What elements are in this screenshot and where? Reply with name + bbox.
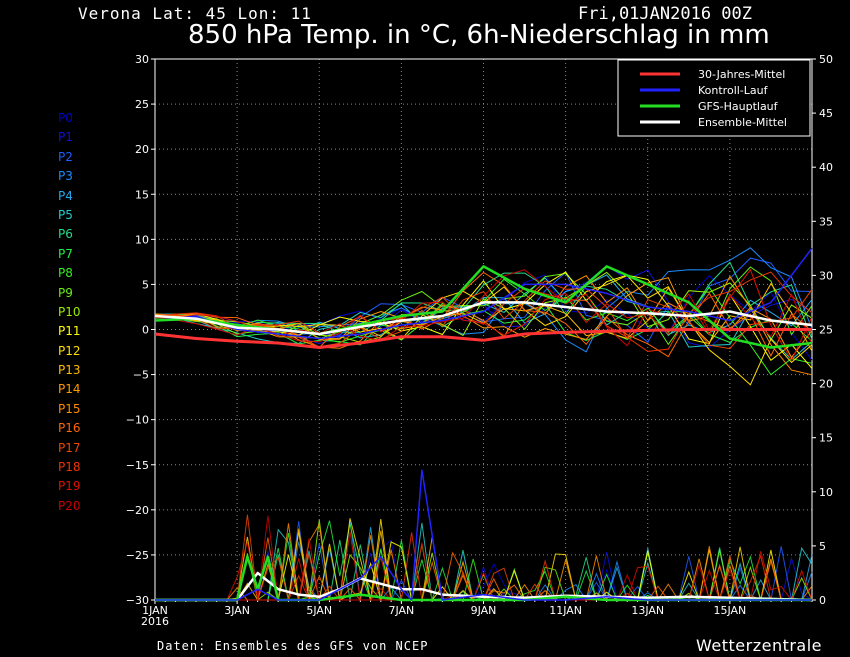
- y-left-tick-label: −20: [126, 504, 149, 517]
- member-label-p3: P3: [58, 169, 73, 184]
- y-right-tick-label: 5: [819, 540, 826, 553]
- y-left-tick-label: 15: [135, 188, 149, 201]
- y-left-tick-label: −25: [126, 549, 149, 562]
- member-label-p16: P16: [58, 421, 81, 436]
- y-left-tick-label: 10: [135, 233, 149, 246]
- member-label-p20: P20: [58, 498, 81, 513]
- member-label-p10: P10: [58, 304, 81, 319]
- x-tick-label: 1JAN: [142, 604, 168, 617]
- member-label-p12: P12: [58, 343, 81, 358]
- y-left-tick-label: −30: [126, 594, 149, 607]
- y-right-tick-label: 45: [819, 107, 833, 120]
- y-left-tick-label: 20: [135, 143, 149, 156]
- precip-series-kontroll-lauf: [155, 469, 812, 601]
- legend-entry-label: Kontroll-Lauf: [698, 84, 769, 97]
- x-tick-label: 11JAN: [549, 604, 582, 617]
- member-label-p13: P13: [58, 363, 81, 378]
- x-tick-label: 7JAN: [388, 604, 414, 617]
- member-label-p15: P15: [58, 401, 81, 416]
- member-precip-line: [155, 521, 812, 601]
- member-precip-line: [155, 520, 812, 602]
- member-label-p17: P17: [58, 440, 81, 455]
- legend-entry-label: GFS-Hauptlauf: [698, 100, 779, 113]
- member-label-p7: P7: [58, 246, 73, 261]
- member-precip-line: [155, 522, 813, 601]
- brand-label: Wetterzentrale: [696, 636, 823, 655]
- member-temp-line: [154, 271, 813, 352]
- y-left-tick-label: 30: [135, 53, 149, 66]
- x-tick-label: 2016: [141, 615, 169, 628]
- y-left-tick-label: −5: [133, 369, 149, 382]
- temp-series--jahres-mittel: [154, 328, 812, 349]
- x-tick-label: 15JAN: [713, 604, 746, 617]
- y-left-tick-label: −15: [126, 459, 149, 472]
- y-left-tick-label: 25: [135, 98, 149, 111]
- y-left-tick-label: 5: [142, 278, 149, 291]
- chart-legend: 30-Jahres-Mittel Kontroll-Lauf GFS-Hauptla…: [617, 59, 811, 137]
- location-header: Verona Lat: 45 Lon: 11: [78, 4, 312, 23]
- member-label-p0: P0: [58, 111, 73, 125]
- member-label-p8: P8: [58, 266, 73, 281]
- y-right-tick-label: 15: [819, 432, 833, 445]
- member-label-p1: P1: [58, 130, 73, 145]
- member-label-p18: P18: [58, 460, 81, 475]
- member-label-p2: P2: [58, 149, 73, 164]
- y-right-tick-label: 10: [819, 486, 833, 499]
- member-label-p9: P9: [58, 285, 73, 300]
- member-label-p19: P19: [58, 479, 81, 494]
- member-label-p4: P4: [58, 188, 73, 203]
- y-right-tick-label: 40: [819, 161, 833, 174]
- legend-entry-label: 30-Jahres-Mittel: [698, 68, 785, 81]
- x-tick-label: 9JAN: [471, 604, 497, 617]
- member-label-p6: P6: [58, 227, 73, 242]
- member-temp-line: [154, 303, 813, 346]
- chart-title: 850 hPa Temp. in °C, 6h-Niederschlag in …: [188, 20, 770, 50]
- highlighted-series: [154, 247, 813, 602]
- y-right-tick-label: 50: [819, 53, 833, 66]
- y-left-tick-label: −10: [126, 414, 149, 427]
- y-left-tick-label: 0: [142, 324, 149, 337]
- precip-series-ensemble-mittel: [155, 571, 813, 602]
- legend-entry-label: Ensemble-Mittel: [698, 116, 787, 129]
- member-precip-line: [155, 515, 812, 601]
- y-right-tick-label: 0: [819, 594, 826, 607]
- x-tick-label: 5JAN: [306, 604, 332, 617]
- y-right-tick-label: 30: [819, 269, 833, 282]
- data-source-note: Daten: Ensembles des GFS von NCEP: [157, 639, 429, 653]
- y-right-tick-label: 35: [819, 215, 833, 228]
- y-right-tick-label: 25: [819, 324, 833, 337]
- temp-series-ensemble-mittel: [154, 301, 813, 336]
- y-right-tick-label: 20: [819, 378, 833, 391]
- member-temp-line: [154, 280, 813, 350]
- run-date-header: Fri,01JAN2016 00Z: [578, 4, 752, 24]
- member-label-p5: P5: [58, 207, 73, 222]
- tick-labels: 302520151050−5−10−15−20−25−3050454035302…: [126, 53, 833, 628]
- member-temp-line: [154, 247, 813, 353]
- x-tick-label: 13JAN: [631, 604, 664, 617]
- member-label-p14: P14: [58, 382, 81, 397]
- member-label-p11: P11: [58, 324, 81, 339]
- ensemble-member-list: P0 P1 P2 P3 P4 P5 P6 P7 P8 P9 P10 P11 P12 P13 P14 P15 P1…: [58, 109, 81, 516]
- x-tick-label: 3JAN: [224, 604, 250, 617]
